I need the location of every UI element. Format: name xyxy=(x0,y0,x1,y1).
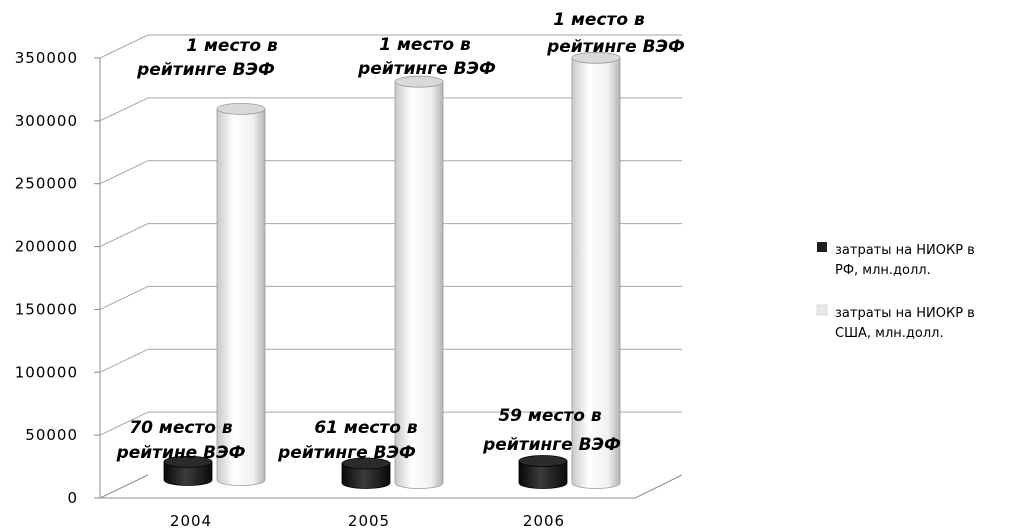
bar-usa-2005 xyxy=(394,75,444,489)
legend-entry-rf: затраты на НИОКР в РФ, млн.долл. xyxy=(817,242,975,278)
bar-usa-2006 xyxy=(571,51,621,489)
gridline-side-350000 xyxy=(99,34,149,59)
gridline-side-250000 xyxy=(99,160,149,185)
bar-top xyxy=(518,455,568,467)
x-axis-ticks: 2004 2005 2006 xyxy=(170,512,565,530)
bar-rf-2006 xyxy=(518,455,568,489)
bar-body xyxy=(163,461,213,486)
gridline-side-300000 xyxy=(99,97,149,122)
y-tick-label: 50000 xyxy=(25,426,78,444)
bars xyxy=(163,51,621,489)
annotation-rf-2004: 70 место в рейтине ВЭФ xyxy=(116,418,246,463)
annotation-line-1: 70 место в xyxy=(129,418,233,438)
bar-top xyxy=(394,75,444,88)
gridline-side-150000 xyxy=(99,285,149,310)
floor-left-edge xyxy=(99,474,149,499)
legend-swatch xyxy=(817,242,827,252)
floor-right-edge xyxy=(634,474,683,499)
y-tick-label: 100000 xyxy=(15,363,78,381)
annotation-rf-2006: 59 место в рейтинге ВЭФ xyxy=(482,406,621,455)
bar-top xyxy=(216,102,266,115)
y-tick-label: 200000 xyxy=(15,238,78,256)
annotation-rf-2005: 61 место в рейтинге ВЭФ xyxy=(277,418,418,463)
y-tick-label: 350000 xyxy=(15,49,78,67)
legend-label-line-1: затраты на НИОКР в xyxy=(835,306,975,321)
gridline-side-100000 xyxy=(99,348,149,373)
annotation-line-2: рейтинге ВЭФ xyxy=(136,60,275,80)
annotation-line-1: 59 место в xyxy=(498,406,602,426)
bar-body xyxy=(341,463,391,489)
bar-top xyxy=(341,457,391,470)
annotation-line-1: 1 место в xyxy=(186,36,278,56)
annotation-usa-2006: 1 место в рейтинге ВЭФ xyxy=(546,10,685,57)
annotation-usa-2004: 1 место в рейтинге ВЭФ xyxy=(136,36,278,80)
bar-top xyxy=(571,51,621,64)
bar-body xyxy=(216,108,266,486)
legend-label-line-1: затраты на НИОКР в xyxy=(835,243,975,258)
chart-walls xyxy=(99,58,683,499)
gridline-side-200000 xyxy=(99,223,149,248)
legend-label-line-2: США, млн.долл. xyxy=(835,326,944,341)
annotation-line-2: рейтинге ВЭФ xyxy=(357,59,496,79)
legend: затраты на НИОКР вРФ, млн.долл.затраты н… xyxy=(816,242,975,341)
annotation-usa-2005: 1 место в рейтинге ВЭФ xyxy=(357,35,496,79)
annotation-line-2: рейтинге ВЭФ xyxy=(277,443,416,463)
y-tick-label: 250000 xyxy=(15,175,78,193)
y-tick-label: 150000 xyxy=(15,300,78,318)
bar-top xyxy=(163,455,213,468)
annotation-line-2: рейтинге ВЭФ xyxy=(546,37,685,57)
legend-swatch xyxy=(816,304,828,316)
annotation-line-2: рейтине ВЭФ xyxy=(116,443,246,463)
legend-entry-usa: затраты на НИОКР в США, млн.долл. xyxy=(816,304,975,341)
annotations: 70 место в рейтине ВЭФ 61 место в рейтинге … xyxy=(116,10,685,463)
x-tick-label-2004: 2004 xyxy=(170,512,212,530)
bar-body xyxy=(394,81,444,489)
x-tick-label-2005: 2005 xyxy=(348,512,390,530)
annotation-line-1: 1 место в xyxy=(553,10,645,30)
bar-rf-2004 xyxy=(163,455,213,486)
y-axis-ticks: 0 50000 100000 150000 200000 250000 300000 3500… xyxy=(15,49,100,507)
x-tick-label-2006: 2006 xyxy=(523,512,565,530)
annotation-line-1: 61 место в xyxy=(314,418,418,438)
bar-usa-2004 xyxy=(216,102,266,486)
legend-label-line-2: РФ, млн.долл. xyxy=(835,263,931,278)
annotation-line-2: рейтинге ВЭФ xyxy=(482,435,621,455)
bar-body xyxy=(518,460,568,489)
y-tick-label: 0 xyxy=(67,489,78,507)
y-tick-label: 300000 xyxy=(15,112,78,130)
annotation-line-1: 1 место в xyxy=(379,35,471,55)
gridline-side-50000 xyxy=(99,411,149,436)
bar-rf-2005 xyxy=(341,457,391,489)
bar-body xyxy=(571,57,621,489)
